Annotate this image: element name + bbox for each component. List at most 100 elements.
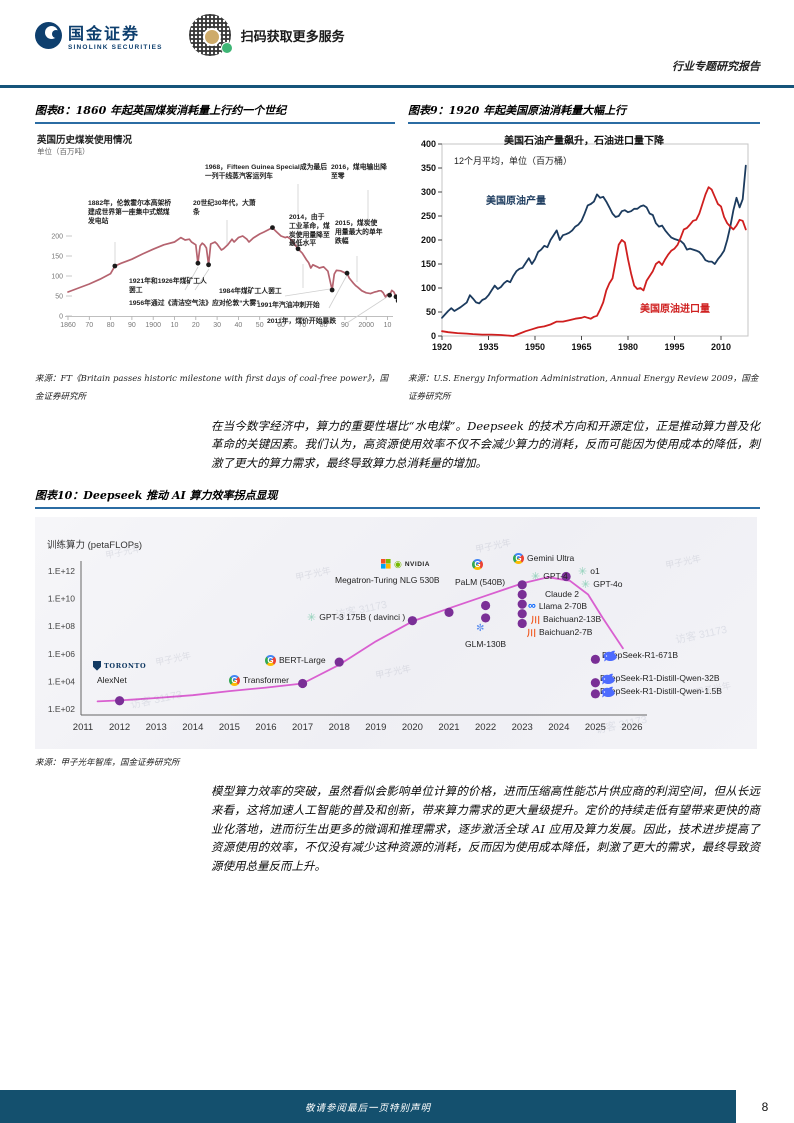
svg-text:10: 10 (171, 322, 179, 329)
openai-icon (307, 611, 316, 624)
label-megatron: Megatron-Turing NLG 530B (335, 574, 440, 585)
svg-text:100: 100 (51, 274, 63, 281)
figure-10-title: 图表10：Deepseek 推动 AI 算力效率拐点显现 (35, 488, 278, 502)
baichuan-icon (531, 613, 540, 626)
svg-text:1860: 1860 (60, 322, 76, 329)
svg-text:70: 70 (298, 322, 306, 329)
svg-text:1.E+10: 1.E+10 (48, 593, 75, 603)
label-llama2: Llama 2-70B (528, 600, 587, 612)
svg-text:1965: 1965 (571, 342, 591, 352)
label-baichuan13b: Baichuan2-13B (531, 613, 601, 626)
figure-8-source: 来源：FT《Britain passes historic milestone … (35, 374, 389, 402)
svg-text:2021: 2021 (438, 722, 459, 733)
svg-text:1920: 1920 (432, 342, 452, 352)
figure-10: 图表10：Deepseek 推动 AI 算力效率拐点显现 1.E+12 1.E+1… (0, 473, 794, 773)
header-divider (0, 85, 794, 88)
svg-text:1980: 1980 (618, 342, 638, 352)
svg-text:300: 300 (421, 187, 436, 197)
label-gemini-ultra: Gemini Ultra (513, 552, 574, 564)
svg-text:2026: 2026 (621, 722, 642, 733)
label-palm: PaLM (540B) (455, 576, 506, 587)
openai-icon (578, 565, 587, 578)
label-bert-large: BERT-Large (265, 654, 326, 666)
svg-text:60: 60 (277, 322, 285, 329)
svg-text:1950: 1950 (525, 342, 545, 352)
uk-chart-unit: 单位（百万吨） (37, 147, 90, 156)
label-gpt4: GPT-4 (531, 570, 568, 583)
label-deepseek-distill-32b: DeepSeek-R1-Distill-Qwen-32B (600, 672, 720, 685)
zhipu-glm-icon (476, 623, 484, 634)
label-transformer: Transformer (229, 674, 289, 686)
label-baichuan7b: Baichuan2-7B (527, 626, 592, 639)
svg-text:2010: 2010 (711, 342, 731, 352)
annotation-1930s: 20世纪30年代，大萧条 (193, 200, 256, 216)
brand-name-en: SINOLINK SECURITIES (68, 43, 163, 51)
openai-icon (581, 578, 590, 591)
figure-9: 图表9：1920 年起美国原油消耗量大幅上行 0 50 100 150 200 250 30… (408, 102, 760, 407)
label-claude2: Claude 2 (545, 588, 580, 599)
figure-8-title: 图表8：1860 年起英国煤炭消耗量上行约一个世纪 (35, 104, 287, 117)
annotation-2016: 2016，煤电输出降至零 (331, 164, 387, 180)
annotation-1921-1926: 1921年和1926年煤矿工人罢工 (129, 278, 207, 294)
sinolink-logo-icon (35, 21, 62, 49)
label-glm: GLM-130B (465, 638, 507, 649)
svg-text:2015: 2015 (219, 722, 240, 733)
svg-text:50: 50 (256, 322, 264, 329)
label-gpt3: GPT-3 175B ( davinci ) (307, 611, 405, 624)
svg-text:2022: 2022 (475, 722, 496, 733)
label-o1: o1 (578, 565, 599, 578)
annotation-2015: 2015，煤炭使用量最大的单年跌幅 (335, 220, 383, 245)
toronto-crest: TORONTO (93, 660, 146, 671)
svg-text:2000: 2000 (358, 322, 374, 329)
svg-text:400: 400 (421, 139, 436, 149)
svg-text:2011: 2011 (73, 722, 93, 733)
svg-text:50: 50 (55, 294, 63, 301)
page-header: 国金证券 SINOLINK SECURITIES 扫码获取更多服务 行业专题研究… (0, 0, 794, 88)
page-footer: 敬请参阅最后一页特别声明 8 (0, 1090, 794, 1123)
svg-text:70: 70 (85, 322, 93, 329)
annotation-1968: 1968，Fifteen Guinea Special成为最后一列干线蒸汽客运列… (205, 164, 328, 180)
figure-10-source: 来源：甲子光年智库，国金证券研究所 (35, 757, 180, 768)
body-paragraph-2: 模型算力效率的突破，虽然看似会影响单位计算的价格，进而压缩高性能芯片供应商的利润… (211, 784, 760, 873)
qr-caption: 扫码获取更多服务 (240, 28, 345, 44)
openai-icon (531, 570, 540, 583)
university-of-toronto-icon (93, 660, 101, 671)
svg-text:1995: 1995 (664, 342, 684, 352)
footer-disclaimer: 敬请参阅最后一页特别声明 (304, 1102, 431, 1114)
figure-8-rule (35, 122, 395, 124)
deepseek-whale-icon (600, 673, 616, 685)
svg-text:100: 100 (421, 283, 436, 293)
deepseek-whale-icon (600, 686, 616, 698)
palm-logo (472, 558, 483, 570)
svg-text:2019: 2019 (365, 722, 386, 733)
svg-text:2013: 2013 (146, 722, 167, 733)
annotation-2014: 2014，由于工业革命，煤炭使用量降至最低水平 (289, 214, 330, 248)
us-chart-title: 美国石油产量飙升，石油进口量下降 (504, 136, 664, 147)
svg-text:250: 250 (421, 211, 436, 221)
glm-logo (476, 623, 484, 634)
svg-text:350: 350 (421, 163, 436, 173)
us-oil-chart: 0 50 100 150 200 250 300 350 400 1920 1935 1950 1965… (408, 130, 760, 365)
label-deepseek-distill-1-5b: DeepSeek-R1-Distill-Qwen-1.5B (600, 685, 722, 698)
svg-text:1900: 1900 (145, 322, 161, 329)
svg-text:90: 90 (128, 322, 136, 329)
report-type-label: 行业专题研究报告 (672, 60, 760, 73)
svg-text:30: 30 (213, 322, 221, 329)
svg-text:2012: 2012 (109, 722, 130, 733)
series-label-imports: 美国原油进口量 (640, 304, 710, 315)
google-icon (472, 558, 483, 570)
body-paragraph-1: 在当今数字经济中，算力的重要性堪比“水电煤”。Deepseek 的技术方向和开源… (211, 418, 760, 470)
svg-text:1.E+12: 1.E+12 (48, 566, 75, 576)
uk-chart-title: 英国历史煤炭使用情况 (37, 135, 133, 146)
svg-text:40: 40 (235, 322, 243, 329)
figure-10-rule (35, 506, 760, 509)
annotation-2011: 2011年，煤价开始暴跌 (267, 318, 337, 325)
svg-text:1.E+06: 1.E+06 (48, 648, 75, 658)
svg-text:1935: 1935 (478, 342, 498, 352)
svg-text:2024: 2024 (548, 722, 569, 733)
google-icon (265, 654, 276, 666)
annotation-1984: 1984年煤矿工人罢工 (219, 288, 282, 295)
label-alexnet: AlexNet (97, 674, 127, 685)
meta-icon (528, 600, 536, 612)
